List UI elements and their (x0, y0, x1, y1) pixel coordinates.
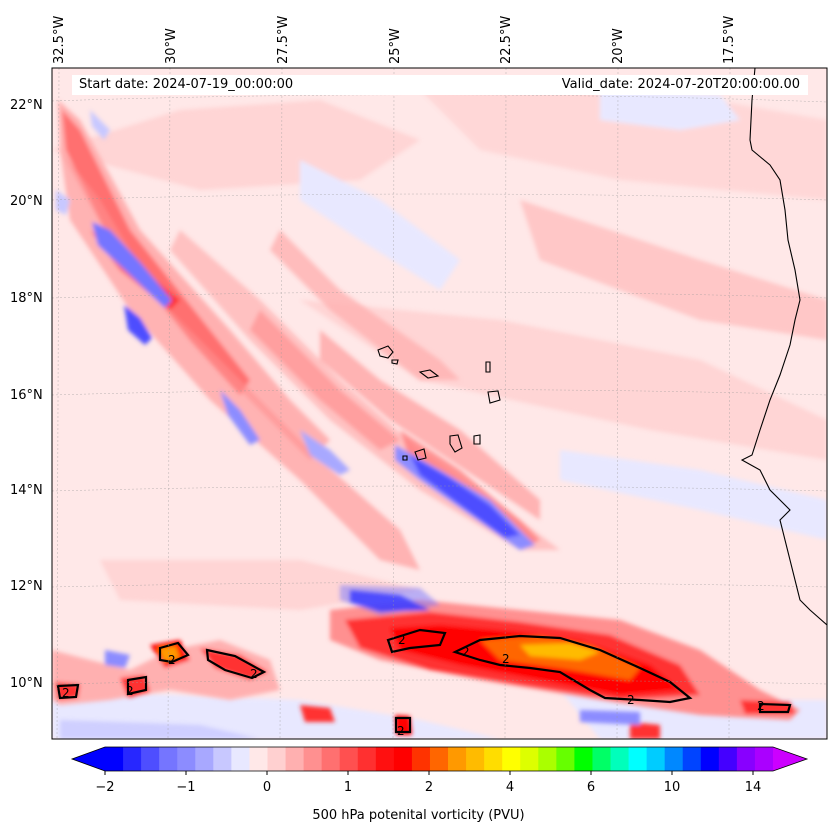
colorbar-segment (628, 747, 648, 771)
lat-label: 22°N (10, 98, 43, 113)
lon-label: 22.5°W (499, 15, 514, 64)
map-frame (51, 67, 828, 740)
valid-date-box: Valid_date: 2024-07-20T20:00:00.00 (372, 75, 808, 95)
contour-label: 2 (62, 686, 70, 700)
colorbar-segment (339, 747, 359, 771)
lat-label: 12°N (10, 579, 43, 594)
colorbar-tick: −2 (95, 780, 115, 795)
colorbar-segment (267, 747, 287, 771)
colorbar-segment (736, 747, 756, 771)
pv-contours (56, 628, 792, 734)
colorbar-tick: 0 (262, 780, 272, 795)
colorbar-segment (411, 747, 431, 771)
colorbar-segment (574, 747, 594, 771)
colorbar-segment (448, 747, 467, 771)
vorticity-field (52, 68, 827, 739)
colorbar-segment (123, 747, 142, 771)
lat-label: 10°N (10, 676, 43, 691)
start-date: Start date: 2024-07-19_00:00:00 (79, 77, 294, 92)
colorbar-segment (159, 747, 178, 771)
colorbar-segment (754, 747, 774, 771)
colorbar-segment (502, 747, 521, 771)
colorbar (70, 746, 809, 775)
colorbar-under-arrow (72, 747, 105, 771)
contour-label: 2 (168, 653, 176, 667)
colorbar-segment (538, 747, 557, 771)
colorbar-tick: 10 (663, 780, 681, 795)
colorbar-segment (213, 747, 232, 771)
colorbar-segment (375, 747, 395, 771)
lon-label: 17.5°W (722, 15, 737, 64)
colorbar-label: 500 hPa potenital vorticity (PVU) (312, 808, 525, 823)
lon-label: 30°W (164, 28, 179, 64)
lon-label: 32.5°W (52, 15, 67, 64)
colorbar-tick: 6 (586, 780, 596, 795)
valid-date: Valid_date: 2024-07-20T20:00:00.00 (561, 77, 800, 92)
lat-label: 14°N (10, 483, 43, 498)
colorbar-segment (429, 747, 449, 771)
colorbar-tick: 4 (505, 780, 515, 795)
colorbar-tick: 14 (744, 780, 762, 795)
colorbar-segment (664, 747, 684, 771)
colorbar-segment (285, 747, 305, 771)
lat-label: 16°N (10, 388, 43, 403)
start-date-box: Start date: 2024-07-19_00:00:00 (72, 75, 379, 95)
graticule (52, 68, 827, 739)
colorbar-over-arrow (773, 747, 807, 771)
colorbar-segment (718, 747, 738, 771)
colorbar-segment (195, 747, 214, 771)
colorbar-segment (321, 747, 341, 771)
colorbar-segment (484, 747, 503, 771)
colorbar-segment (303, 747, 323, 771)
contour-label: 2 (126, 684, 134, 698)
contour-label: 2 (397, 724, 405, 738)
colorbar-segment (141, 747, 160, 771)
contour-label: 2 (462, 645, 470, 659)
colorbar-segment (646, 747, 666, 771)
colorbar-segment (592, 747, 612, 771)
lat-label: 18°N (10, 291, 43, 306)
colorbar-segment (610, 747, 630, 771)
contour-label: 2 (250, 667, 258, 681)
colorbar-segment (231, 747, 251, 771)
colorbar-tick: 2 (424, 780, 434, 795)
contour-label: 2 (502, 652, 510, 666)
colorbar-tick: 1 (343, 780, 353, 795)
lon-label: 27.5°W (276, 15, 291, 64)
colorbar-segment (393, 747, 413, 771)
colorbar-segment (466, 747, 485, 771)
contour-label: 2 (398, 633, 406, 647)
lat-label: 20°N (10, 194, 43, 209)
contour-label: 2 (757, 699, 765, 713)
colorbar-segment (177, 747, 196, 771)
colorbar-segment (357, 747, 377, 771)
contour-label: 2 (627, 693, 635, 707)
colorbar-segment (700, 747, 720, 771)
lon-label: 25°W (388, 28, 403, 64)
coastline (740, 68, 827, 626)
colorbar-segment (520, 747, 539, 771)
colorbar-segment (249, 747, 269, 771)
colorbar-segment (682, 747, 702, 771)
lon-label: 20°W (611, 28, 626, 64)
cape-verde-islands (377, 345, 501, 461)
colorbar-segment (105, 747, 124, 771)
colorbar-segment (556, 747, 576, 771)
colorbar-tick: −1 (176, 780, 196, 795)
